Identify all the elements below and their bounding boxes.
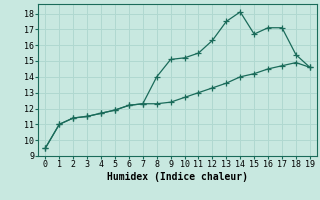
X-axis label: Humidex (Indice chaleur): Humidex (Indice chaleur) — [107, 172, 248, 182]
